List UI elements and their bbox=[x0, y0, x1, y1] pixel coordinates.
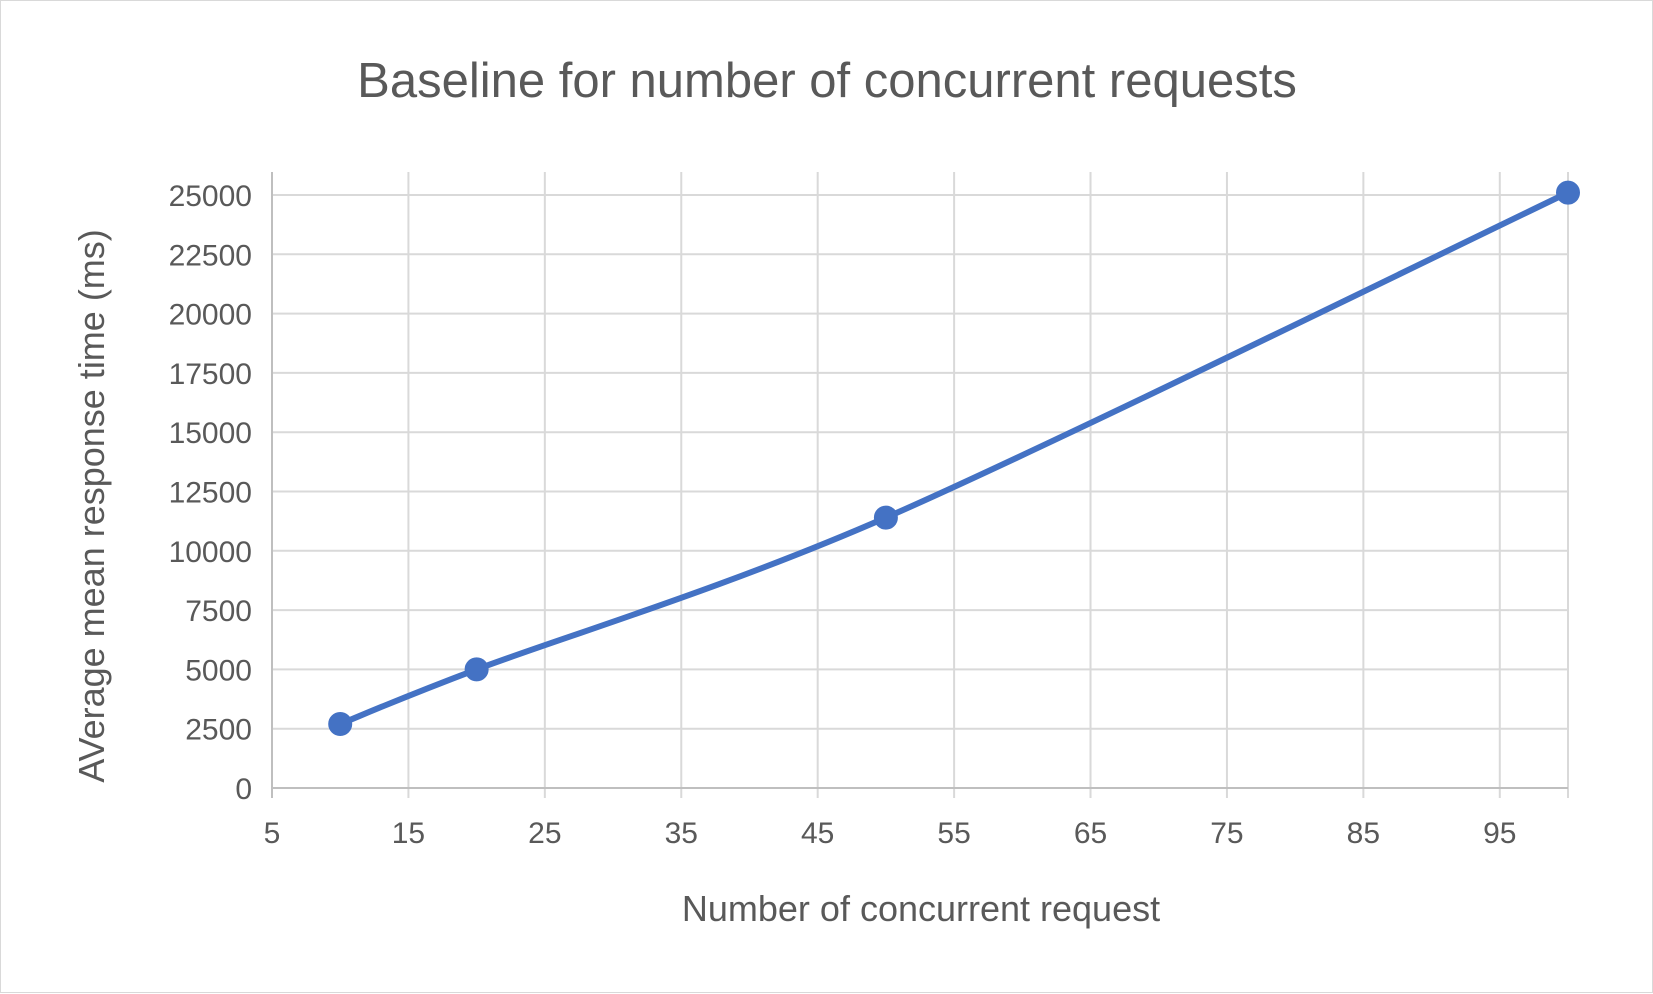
x-tick-label: 15 bbox=[392, 817, 425, 850]
y-tick-label: 12500 bbox=[169, 477, 252, 510]
grid-layer bbox=[271, 172, 1569, 798]
y-axis-title: AVerage mean response time (ms) bbox=[71, 229, 112, 783]
x-tick-label: 5 bbox=[264, 817, 281, 850]
y-tick-label: 17500 bbox=[169, 358, 252, 391]
data-point bbox=[328, 711, 353, 736]
y-tick-label: 20000 bbox=[169, 299, 252, 332]
x-axis-title: Number of concurrent request bbox=[682, 888, 1160, 929]
data-point bbox=[464, 657, 489, 682]
x-tick-label: 45 bbox=[801, 817, 834, 850]
x-tick-label: 95 bbox=[1483, 817, 1516, 850]
chart-title: Baseline for number of concurrent reques… bbox=[357, 54, 1297, 108]
data-point bbox=[873, 505, 898, 530]
data-point bbox=[1556, 180, 1580, 205]
x-tick-label: 55 bbox=[937, 817, 970, 850]
tick-labels: 0 2500 5000 7500 10000 12500 15000 17500 20000 22… bbox=[169, 180, 1517, 850]
y-tick-label: 0 bbox=[235, 773, 252, 806]
x-tick-label: 35 bbox=[665, 817, 698, 850]
y-tick-label: 22500 bbox=[169, 239, 252, 272]
y-tick-label: 10000 bbox=[169, 536, 252, 569]
x-tick-label: 25 bbox=[528, 817, 561, 850]
series-layer bbox=[328, 180, 1580, 736]
y-tick-label: 25000 bbox=[169, 180, 252, 213]
y-tick-label: 5000 bbox=[185, 654, 252, 687]
y-tick-label: 2500 bbox=[185, 714, 252, 747]
x-tick-label: 85 bbox=[1347, 817, 1380, 850]
y-tick-label: 7500 bbox=[185, 595, 252, 628]
x-tick-label: 65 bbox=[1074, 817, 1107, 850]
series-line bbox=[337, 189, 1571, 727]
x-tick-label: 75 bbox=[1210, 817, 1243, 850]
y-tick-label: 15000 bbox=[169, 417, 252, 450]
